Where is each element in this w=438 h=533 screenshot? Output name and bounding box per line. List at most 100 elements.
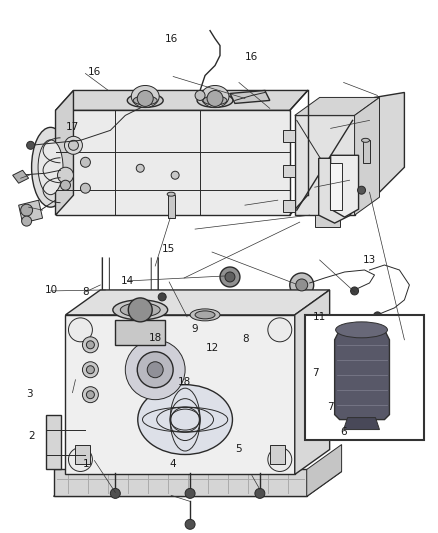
Text: 18: 18 — [177, 377, 191, 387]
Polygon shape — [13, 170, 28, 183]
Circle shape — [125, 340, 185, 400]
Ellipse shape — [113, 300, 168, 320]
Text: 3: 3 — [26, 389, 32, 399]
Circle shape — [220, 267, 240, 287]
Polygon shape — [75, 445, 90, 464]
Polygon shape — [335, 330, 389, 419]
Circle shape — [185, 519, 195, 529]
Circle shape — [27, 141, 35, 149]
Circle shape — [82, 337, 99, 353]
Ellipse shape — [197, 93, 233, 108]
Circle shape — [171, 171, 179, 179]
Circle shape — [68, 318, 92, 342]
Polygon shape — [46, 415, 60, 470]
Polygon shape — [168, 195, 175, 218]
Text: 15: 15 — [162, 245, 175, 254]
Polygon shape — [374, 92, 404, 197]
Circle shape — [81, 157, 90, 167]
Polygon shape — [19, 200, 42, 223]
Text: 10: 10 — [44, 286, 57, 295]
Polygon shape — [314, 215, 339, 227]
Polygon shape — [330, 163, 342, 210]
Circle shape — [57, 167, 74, 183]
Circle shape — [268, 448, 292, 472]
Polygon shape — [295, 116, 355, 215]
Text: 11: 11 — [313, 312, 326, 322]
Text: 8: 8 — [242, 334, 248, 344]
Polygon shape — [283, 165, 295, 177]
Text: 17: 17 — [66, 122, 79, 132]
Ellipse shape — [336, 322, 388, 338]
Ellipse shape — [138, 385, 233, 455]
Polygon shape — [53, 472, 342, 496]
Ellipse shape — [201, 85, 229, 108]
Polygon shape — [270, 445, 285, 464]
Circle shape — [86, 366, 95, 374]
Text: 12: 12 — [206, 343, 219, 353]
Polygon shape — [56, 91, 308, 110]
Text: 4: 4 — [170, 459, 177, 469]
Polygon shape — [66, 315, 295, 474]
Ellipse shape — [167, 192, 175, 196]
Ellipse shape — [38, 140, 63, 195]
Text: 7: 7 — [312, 368, 318, 378]
Circle shape — [68, 448, 92, 472]
Circle shape — [82, 362, 99, 378]
Polygon shape — [53, 470, 307, 496]
Circle shape — [147, 362, 163, 378]
Circle shape — [21, 204, 32, 216]
Circle shape — [290, 273, 314, 297]
Polygon shape — [283, 131, 295, 142]
Polygon shape — [295, 290, 330, 474]
Ellipse shape — [361, 139, 370, 142]
Ellipse shape — [133, 96, 157, 105]
Circle shape — [225, 272, 235, 282]
Text: 8: 8 — [82, 287, 89, 297]
Polygon shape — [230, 91, 270, 103]
Circle shape — [268, 318, 292, 342]
Circle shape — [357, 186, 366, 194]
Circle shape — [21, 216, 32, 226]
Polygon shape — [363, 140, 370, 163]
Ellipse shape — [203, 96, 227, 105]
Circle shape — [86, 341, 95, 349]
Circle shape — [82, 386, 99, 402]
Circle shape — [374, 312, 381, 320]
Circle shape — [68, 140, 78, 150]
Text: 18: 18 — [149, 333, 162, 343]
Text: 2: 2 — [28, 431, 35, 441]
Circle shape — [60, 180, 71, 190]
Circle shape — [185, 488, 195, 498]
Text: 7: 7 — [327, 402, 334, 413]
Circle shape — [81, 183, 90, 193]
Ellipse shape — [120, 303, 160, 317]
Circle shape — [128, 298, 152, 322]
Circle shape — [64, 136, 82, 154]
Text: 16: 16 — [88, 68, 101, 77]
Circle shape — [296, 279, 308, 291]
Circle shape — [158, 293, 166, 301]
Circle shape — [350, 287, 359, 295]
Circle shape — [136, 164, 144, 172]
Circle shape — [195, 91, 205, 100]
Polygon shape — [295, 98, 379, 116]
Polygon shape — [56, 91, 74, 215]
Ellipse shape — [127, 93, 163, 108]
Ellipse shape — [195, 311, 215, 319]
Ellipse shape — [32, 127, 70, 207]
Text: 13: 13 — [363, 255, 376, 265]
Circle shape — [86, 391, 95, 399]
Text: 14: 14 — [121, 277, 134, 286]
Polygon shape — [343, 417, 379, 430]
Text: 16: 16 — [245, 52, 258, 61]
Circle shape — [110, 488, 120, 498]
Text: 9: 9 — [192, 324, 198, 334]
Circle shape — [137, 91, 153, 107]
Circle shape — [255, 488, 265, 498]
Ellipse shape — [131, 85, 159, 108]
Polygon shape — [331, 155, 359, 217]
Polygon shape — [283, 200, 295, 212]
Text: 6: 6 — [340, 427, 347, 438]
Text: 1: 1 — [82, 459, 89, 469]
Text: 5: 5 — [235, 444, 242, 454]
